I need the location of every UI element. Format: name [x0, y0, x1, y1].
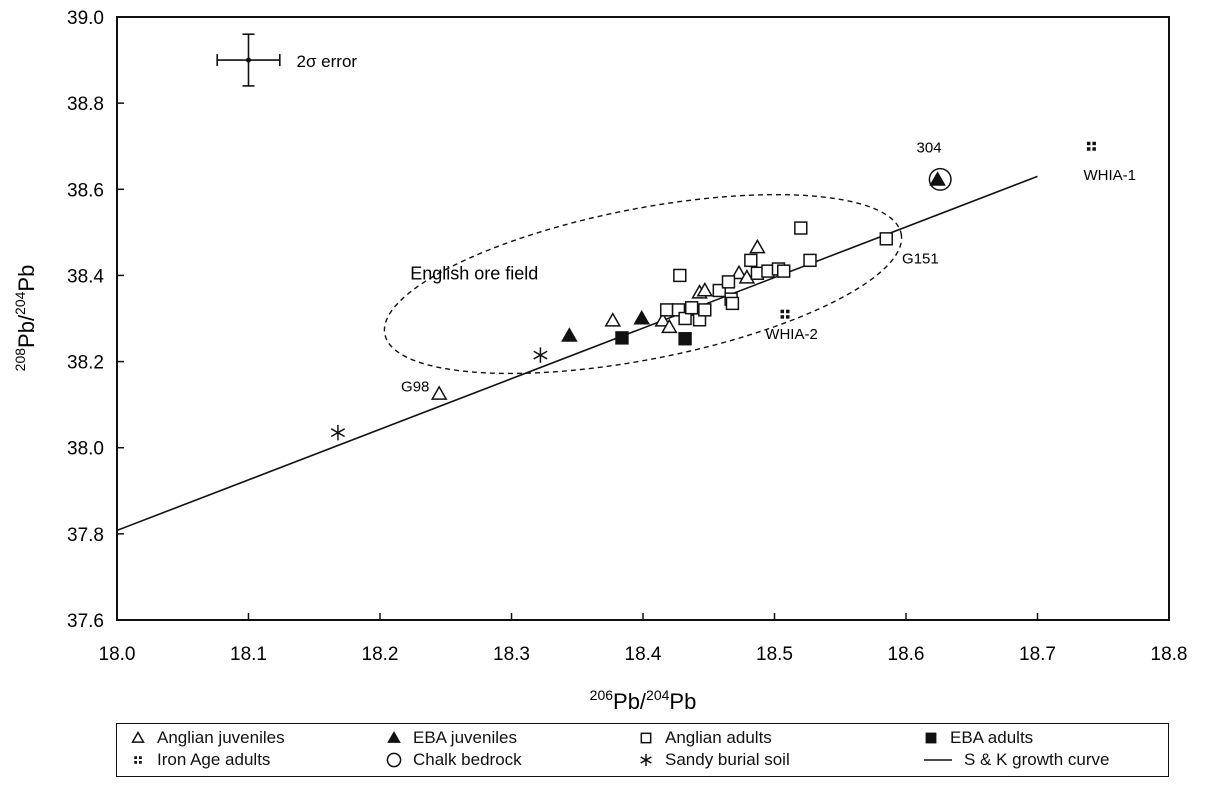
legend-marker-quad-square	[134, 756, 142, 764]
x-tick-label: 18.7	[1019, 644, 1056, 665]
error-bar-label: 2σ error	[297, 52, 358, 71]
annotation-label: G98	[401, 379, 429, 396]
legend-label: S & K growth curve	[964, 750, 1110, 769]
data-point-square-open	[879, 232, 893, 246]
legend-marker-line	[924, 759, 952, 761]
error-bar	[216, 33, 281, 87]
data-point-square-open	[794, 221, 808, 235]
data-point-triangle-filled	[633, 309, 650, 325]
data-point-triangle-filled	[561, 327, 578, 342]
legend-item: Anglian adults	[637, 729, 772, 747]
legend-marker-triangle-open	[131, 730, 145, 743]
y-tick-label: 38.6	[67, 180, 104, 201]
annotation-label: WHIA-1	[1084, 167, 1137, 184]
legend-marker-square-open	[640, 732, 652, 744]
data-point-triangle-open	[604, 312, 622, 327]
legend-item: EBA adults	[922, 729, 1033, 747]
annotation-label: English ore field	[410, 264, 538, 284]
scatter-chart: 18.0 18.1 18.2 18.3 18.4 18.5 18.6 18.7 18.8 37.…	[12, 8, 1188, 714]
legend-item: Iron Age adults	[129, 751, 270, 769]
legend-label: EBA adults	[950, 728, 1034, 747]
data-point-square-filled	[615, 331, 629, 345]
x-tick-label: 18.4	[625, 644, 662, 665]
data-point-asterisk	[330, 424, 345, 441]
english-ore-field-ellipse	[383, 193, 903, 375]
data-point-asterisk	[533, 347, 548, 363]
data-point-triangle-open	[661, 318, 678, 334]
data-point-square-open	[684, 301, 699, 315]
data-point-square-open	[712, 283, 726, 298]
y-tick-label: 38.2	[67, 353, 104, 374]
y-tick-label: 38.0	[67, 439, 104, 460]
legend-item: Chalk bedrock	[385, 751, 522, 769]
data-point-square-open	[721, 275, 736, 289]
data-point-quad-square	[1086, 141, 1096, 151]
legend-marker-triangle-filled	[387, 730, 401, 743]
points-layer	[330, 141, 1096, 441]
growth-curve-line	[116, 175, 1038, 532]
data-point-triangle-open	[730, 264, 748, 280]
x-tick-label: 18.1	[230, 644, 267, 665]
legend-marker-square-filled	[925, 732, 937, 744]
data-point-square-open	[777, 264, 791, 278]
legend-label: Iron Age adults	[157, 750, 271, 769]
x-tick-label: 18.2	[362, 644, 399, 665]
ore-field-layer	[383, 193, 903, 375]
legend-marker-circle-open	[386, 752, 402, 768]
legend-label: EBA juveniles	[413, 728, 517, 747]
y-tick-label: 37.8	[67, 525, 104, 546]
y-axis: 37.6 37.8 38.0 38.2 38.4 38.6 38.8 39.0	[67, 8, 124, 632]
growth-curve-layer	[116, 175, 1038, 532]
data-point-square-filled	[678, 332, 692, 346]
data-point-triangle-open	[696, 281, 714, 297]
data-point-triangle-open	[749, 238, 766, 254]
data-point-quad-square	[780, 309, 790, 319]
data-point-triangle-filled	[929, 171, 946, 186]
legend-label: Anglian adults	[665, 728, 772, 747]
data-point-triangle-open	[738, 269, 756, 284]
data-point-square-open	[725, 296, 740, 311]
y-tick-label: 38.4	[67, 266, 104, 287]
x-tick-label: 18.3	[493, 644, 530, 665]
y-tick-label: 37.6	[67, 611, 104, 632]
data-point-square-open	[744, 253, 758, 268]
data-point-square-open	[673, 268, 687, 283]
legend: Anglian juveniles EBA juveniles Anglian ad…	[116, 723, 1169, 777]
legend-label: Anglian juveniles	[157, 728, 285, 747]
annotation-label: 304	[917, 140, 942, 157]
annotation-label: WHIA-2	[765, 326, 818, 343]
x-tick-label: 18.6	[888, 644, 925, 665]
y-axis-label: 208Pb/204Pb	[12, 265, 39, 372]
annotation-label: G151	[902, 250, 939, 267]
data-point-square-open	[698, 303, 712, 317]
y-tick-label: 38.8	[67, 94, 104, 115]
legend-label: Sandy burial soil	[665, 750, 790, 769]
x-tick-label: 18.5	[756, 644, 793, 665]
data-point-square-open	[803, 253, 817, 268]
legend-item: S & K growth curve	[922, 751, 1110, 769]
legend-label: Chalk bedrock	[413, 750, 522, 769]
y-tick-label: 39.0	[67, 8, 104, 29]
x-tick-label: 18.0	[99, 644, 136, 665]
x-axis: 18.0 18.1 18.2 18.3 18.4 18.5 18.6 18.7 18.8	[99, 613, 1188, 665]
error-bar-layer: 2σ error	[216, 33, 358, 87]
legend-item: Anglian juveniles	[129, 729, 285, 747]
data-point-triangle-open	[430, 385, 448, 400]
legend-item: EBA juveniles	[385, 729, 517, 747]
data-point-circle-open	[928, 167, 952, 191]
x-tick-label: 18.8	[1151, 644, 1188, 665]
legend-marker-asterisk	[640, 753, 652, 767]
data-point-triangle-open	[654, 312, 672, 327]
legend-item: Sandy burial soil	[637, 751, 790, 769]
data-point-square-open	[659, 303, 674, 317]
annotation-layer: 304 WHIA-1 G151 English ore field WHIA-2 G98	[401, 140, 1136, 396]
x-axis-label: 206Pb/204Pb	[590, 687, 697, 714]
